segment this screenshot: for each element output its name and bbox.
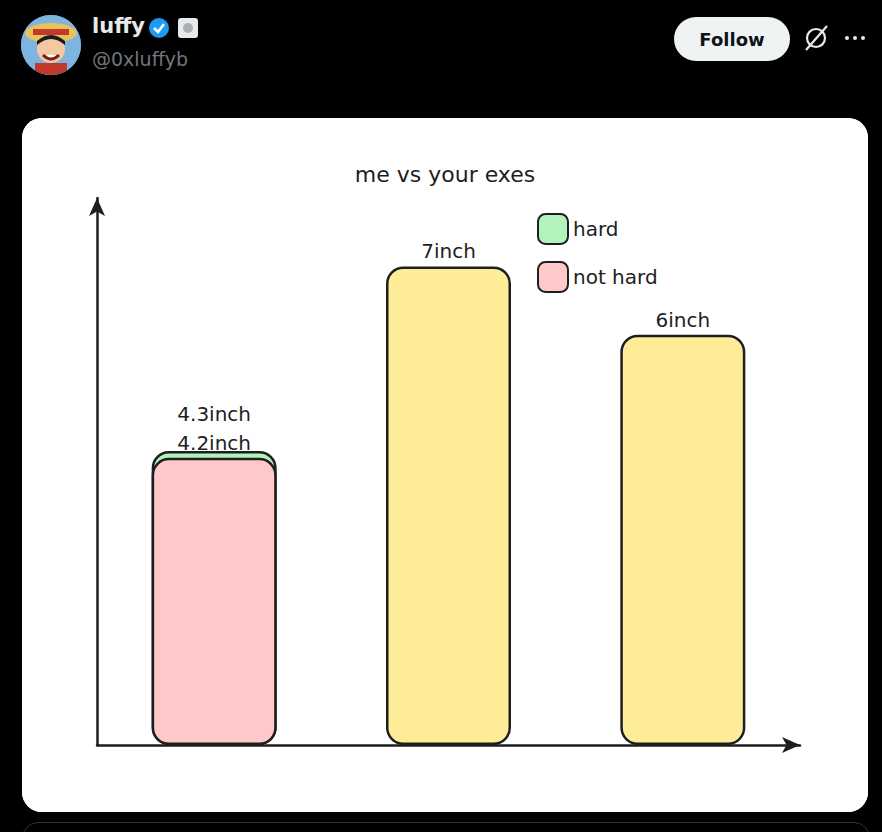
svg-text:4.3inch: 4.3inch [177,402,251,426]
svg-text:hard: hard [573,217,619,241]
html-text:Follow: Follow [699,28,765,50]
svg-text:6inch: 6inch [656,308,711,332]
html-text:luffy: luffy [92,14,145,38]
svg-text:not hard: not hard [573,265,658,289]
svg-text:me vs your exes: me vs your exes [355,162,535,187]
html-text:@0xluffyb: @0xluffyb [92,48,189,70]
svg-text:4.2inch: 4.2inch [177,431,251,455]
svg-text:7inch: 7inch [421,239,476,263]
